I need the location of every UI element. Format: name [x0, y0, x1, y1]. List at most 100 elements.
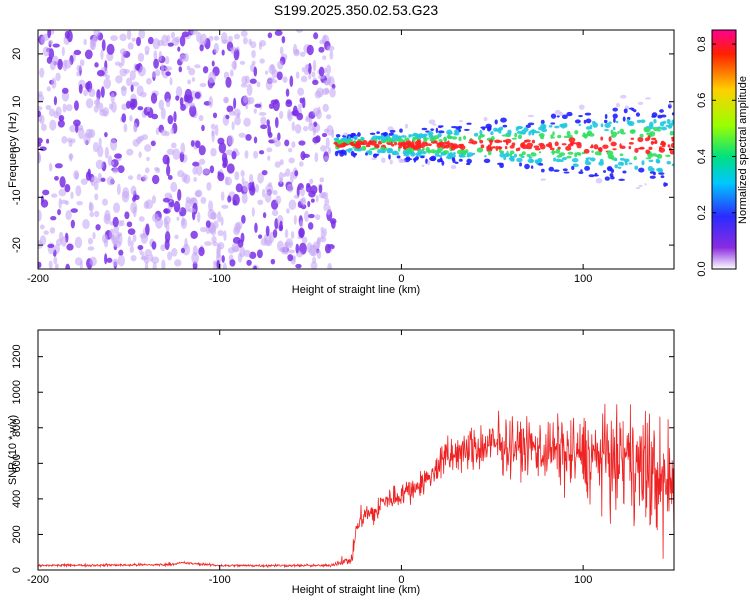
ridge-blob: [530, 152, 537, 157]
noise-blob: [53, 256, 58, 265]
ridge-blob: [584, 165, 591, 171]
ridge-blob: [628, 142, 634, 145]
noise-blob: [180, 142, 186, 155]
ridge-blob: [515, 147, 519, 152]
noise-blob: [204, 241, 212, 246]
noise-blob: [240, 30, 248, 37]
noise-blob: [85, 82, 90, 90]
ridge-blob: [447, 134, 451, 140]
noise-blob: [249, 173, 254, 184]
ridge-blob: [617, 166, 622, 169]
noise-blob: [216, 211, 222, 223]
ridge-blob: [610, 168, 615, 174]
noise-blob: [135, 64, 141, 71]
noise-blob: [58, 197, 62, 209]
ridge-blob: [548, 124, 553, 128]
ridge-blob: [623, 108, 628, 114]
ridge-blob: [454, 129, 458, 135]
noise-blob: [39, 235, 47, 246]
ridge-blob: [391, 143, 395, 147]
noise-blob: [152, 213, 160, 223]
x-tick-label: -100: [209, 574, 231, 586]
noise-blob: [281, 35, 286, 44]
noise-blob: [155, 127, 160, 135]
noise-blob: [241, 75, 248, 85]
ridge-blob: [367, 150, 373, 156]
ridge-blob: [613, 117, 616, 123]
noise-blob: [318, 46, 325, 53]
noise-blob: [151, 195, 156, 204]
noise-blob: [123, 68, 130, 74]
noise-blob: [121, 113, 127, 123]
noise-blob: [236, 112, 241, 119]
noise-blob: [165, 98, 171, 108]
noise-blob: [257, 199, 264, 206]
ridge-blob: [577, 152, 582, 156]
noise-blob: [239, 60, 246, 65]
ridge-blob: [514, 132, 518, 138]
noise-blob: [109, 139, 118, 151]
noise-blob: [164, 66, 173, 71]
ridge-blob: [624, 160, 628, 164]
noise-blob: [170, 127, 175, 135]
ridge-blob: [644, 183, 647, 186]
noise-blob: [266, 119, 270, 127]
ridge-blob: [346, 139, 350, 145]
noise-blob: [222, 157, 228, 167]
noise-blob: [295, 71, 300, 79]
noise-blob: [115, 75, 123, 84]
y-tick-label: 400: [11, 490, 23, 508]
x-tick-label: -200: [27, 273, 49, 285]
noise-blob: [258, 42, 262, 51]
noise-blob: [232, 200, 237, 206]
noise-blob: [39, 224, 45, 230]
noise-blob: [285, 88, 290, 97]
noise-blob: [304, 210, 310, 223]
ridge-blob: [526, 142, 534, 148]
noise-blob: [116, 183, 121, 196]
ridge-blob: [479, 129, 483, 135]
colorbar-label: Normalized spectral amplitude: [737, 76, 749, 224]
ridge-blob: [449, 152, 453, 156]
ridge-blob: [671, 137, 674, 142]
ridge-blob: [531, 139, 536, 144]
ridge-blob: [487, 150, 492, 156]
noise-blob: [222, 262, 227, 269]
noise-blob: [188, 208, 196, 213]
noise-blob: [274, 30, 283, 36]
snr-x-ticks: -200 -100 0 100: [27, 330, 592, 586]
ridge-blob: [357, 132, 361, 137]
ridge-blob: [563, 171, 570, 174]
noise-blob: [190, 230, 198, 239]
noise-blob: [275, 195, 282, 205]
noise-blob: [89, 256, 97, 267]
ridge-blob: [488, 139, 494, 143]
ridge-blob: [397, 138, 404, 143]
noise-blob: [295, 263, 302, 269]
noise-blob: [145, 223, 150, 236]
noise-blob: [172, 148, 181, 160]
noise-blob: [330, 219, 336, 229]
noise-blob: [270, 63, 275, 72]
noise-blob: [233, 97, 237, 110]
ridge-blob: [549, 147, 555, 151]
noise-blob: [110, 161, 115, 166]
ridge-blob: [526, 154, 532, 157]
noise-blob: [70, 219, 75, 229]
ridge-blob: [426, 160, 431, 166]
snr-frame: [37, 329, 675, 571]
ridge-blob: [427, 149, 431, 154]
noise-blob: [264, 70, 269, 75]
noise-blob: [251, 207, 255, 217]
ridge-blob: [600, 136, 604, 141]
noise-blob: [290, 231, 295, 239]
noise-blob: [257, 172, 264, 184]
ridge-blob: [668, 101, 672, 106]
ridge-blob: [580, 169, 583, 172]
ridge-blob: [391, 136, 396, 142]
ridge-blob: [612, 107, 618, 112]
noise-blob: [279, 220, 283, 231]
ridge-blob: [499, 149, 502, 153]
noise-blob: [49, 227, 56, 234]
ridge-blob: [534, 159, 538, 164]
